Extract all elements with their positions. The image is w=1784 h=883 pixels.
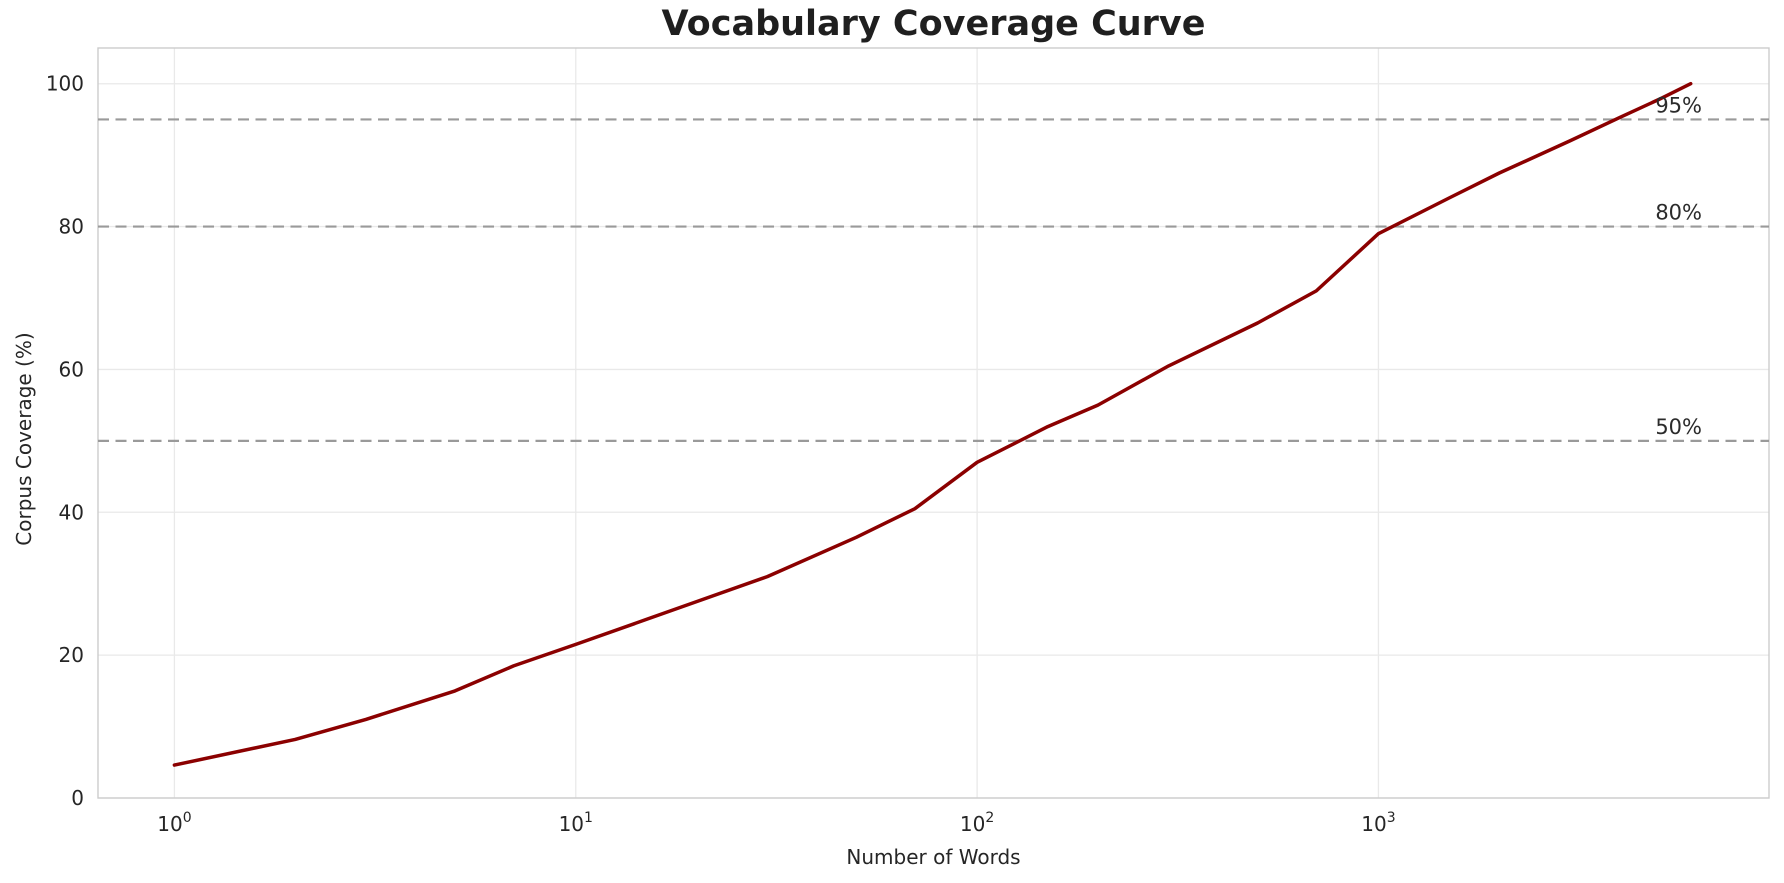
x-tick-label: 102 — [960, 810, 994, 836]
threshold-lines — [98, 118, 1769, 442]
y-tick-label: 20 — [59, 643, 84, 667]
threshold-label-80: 80% — [1655, 201, 1702, 225]
grid-layer — [98, 48, 1769, 799]
coverage-curve — [172, 81, 1693, 767]
y-tick-label: 0 — [71, 786, 84, 810]
threshold-labels: 50% 80% 95% — [1655, 93, 1702, 438]
y-tick-label: 80 — [59, 215, 84, 239]
x-axis-label: Number of Words — [846, 845, 1021, 869]
y-tick-label: 100 — [46, 72, 84, 96]
x-tick-exponent: 1 — [584, 810, 593, 826]
plot-spines — [97, 47, 1770, 799]
plot-border — [97, 47, 1770, 799]
coverage-curve-layer — [172, 81, 1693, 767]
y-tick-label: 60 — [59, 357, 84, 381]
threshold-label-95: 95% — [1655, 93, 1702, 117]
x-tick-exponent: 0 — [183, 810, 192, 826]
x-tick-label: 103 — [1361, 810, 1395, 836]
x-tick-label: 100 — [157, 810, 191, 836]
x-tick-exponent: 2 — [985, 810, 994, 826]
x-tick-exponent: 3 — [1387, 810, 1396, 826]
x-tick-label: 101 — [559, 810, 593, 836]
y-tick-label: 40 — [59, 500, 84, 524]
threshold-label-50: 50% — [1655, 415, 1702, 439]
chart-title: Vocabulary Coverage Curve — [661, 4, 1206, 44]
y-axis-label: Corpus Coverage (%) — [12, 332, 36, 546]
